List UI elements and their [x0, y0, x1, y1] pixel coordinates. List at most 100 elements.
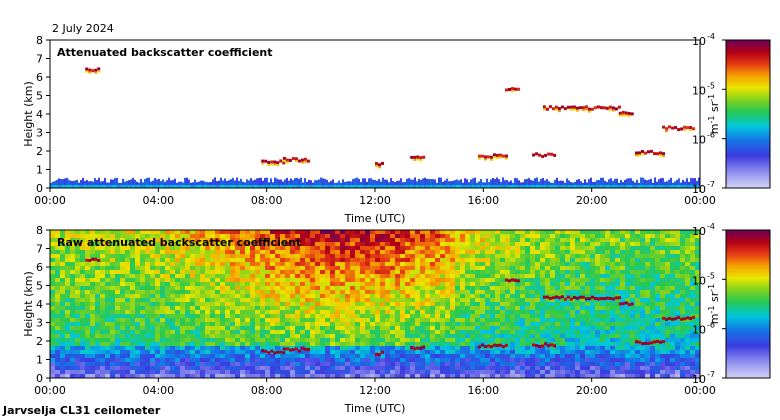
surface-layer — [78, 185, 80, 188]
surface-layer — [130, 185, 132, 188]
surface-layer — [424, 185, 426, 188]
noise-cell — [150, 294, 155, 298]
noise-cell — [540, 350, 545, 354]
noise-cell — [490, 354, 495, 358]
noise-cell — [50, 282, 55, 286]
noise-cell — [90, 234, 95, 238]
boundary-layer-column — [642, 177, 644, 188]
noise-cell — [500, 254, 505, 258]
noise-cell — [415, 342, 420, 346]
noise-cell — [120, 230, 125, 234]
noise-cell — [105, 306, 110, 310]
noise-cell — [160, 242, 165, 246]
noise-cell — [395, 262, 400, 266]
noise-cell — [690, 250, 695, 254]
noise-cell — [605, 278, 610, 282]
surface-layer — [614, 185, 616, 188]
boundary-layer-column — [70, 180, 72, 188]
noise-cell — [610, 286, 615, 290]
noise-cell — [110, 342, 115, 346]
noise-cell — [85, 314, 90, 318]
noise-cell — [425, 282, 430, 286]
noise-cell — [220, 254, 225, 258]
surface-layer — [204, 185, 206, 188]
noise-cell — [75, 258, 80, 262]
cloud-mark — [593, 106, 597, 110]
noise-cell — [150, 290, 155, 294]
noise-cell — [165, 334, 170, 338]
noise-cell — [270, 242, 275, 246]
noise-cell — [195, 330, 200, 334]
noise-cell — [270, 314, 275, 318]
noise-cell — [225, 354, 230, 358]
boundary-layer-column — [300, 177, 302, 188]
noise-cell — [645, 270, 650, 274]
noise-cell — [430, 286, 435, 290]
noise-cell — [200, 286, 205, 290]
noise-cell — [650, 258, 655, 262]
noise-cell — [275, 234, 280, 238]
noise-cell — [60, 294, 65, 298]
noise-cell — [455, 242, 460, 246]
noise-cell — [290, 242, 295, 246]
noise-cell — [435, 350, 440, 354]
noise-cell — [555, 306, 560, 310]
noise-cell — [300, 278, 305, 282]
surface-layer — [194, 185, 196, 188]
noise-cell — [65, 338, 70, 342]
noise-cell — [235, 270, 240, 274]
noise-cell — [365, 346, 370, 350]
noise-cell — [95, 242, 100, 246]
noise-cell — [150, 306, 155, 310]
surface-layer — [582, 185, 584, 188]
noise-cell — [685, 330, 690, 334]
noise-cell — [200, 302, 205, 306]
noise-cell — [380, 238, 385, 242]
noise-cell — [540, 286, 545, 290]
noise-cell — [680, 310, 685, 314]
noise-cell — [270, 354, 275, 358]
noise-cell — [105, 346, 110, 350]
noise-cell — [510, 302, 515, 306]
noise-cell — [610, 338, 615, 342]
noise-cell — [680, 250, 685, 254]
cloud-edge — [504, 157, 508, 160]
noise-cell — [345, 258, 350, 262]
noise-cell — [125, 262, 130, 266]
boundary-layer-column — [114, 178, 116, 188]
noise-cell — [595, 318, 600, 322]
noise-cell — [350, 230, 355, 234]
noise-cell — [105, 342, 110, 346]
noise-cell — [610, 282, 615, 286]
cloud-mark — [581, 106, 585, 110]
noise-cell — [610, 246, 615, 250]
noise-cell — [245, 274, 250, 278]
noise-cell — [250, 318, 255, 322]
noise-cell — [320, 278, 325, 282]
cloud-edge — [282, 159, 286, 162]
noise-cell — [515, 270, 520, 274]
noise-cell — [550, 262, 555, 266]
boundary-layer-column — [650, 178, 652, 188]
noise-cell — [125, 270, 130, 274]
noise-cell — [530, 270, 535, 274]
noise-cell — [65, 286, 70, 290]
noise-cell — [85, 270, 90, 274]
boundary-layer-column — [440, 177, 442, 188]
noise-cell — [310, 290, 315, 294]
noise-cell — [625, 274, 630, 278]
cloud-mark — [535, 152, 539, 156]
cloud-mark — [668, 125, 672, 129]
boundary-layer-column — [496, 177, 498, 188]
noise-cell — [90, 310, 95, 314]
noise-cell — [90, 330, 95, 334]
noise-cell — [290, 286, 295, 290]
noise-cell — [220, 262, 225, 266]
surface-layer — [76, 185, 78, 188]
noise-cell — [665, 322, 670, 326]
noise-cell — [370, 234, 375, 238]
noise-cell — [475, 266, 480, 270]
cloud-mark — [477, 154, 481, 158]
noise-cell — [155, 234, 160, 238]
boundary-layer-column — [54, 181, 56, 188]
